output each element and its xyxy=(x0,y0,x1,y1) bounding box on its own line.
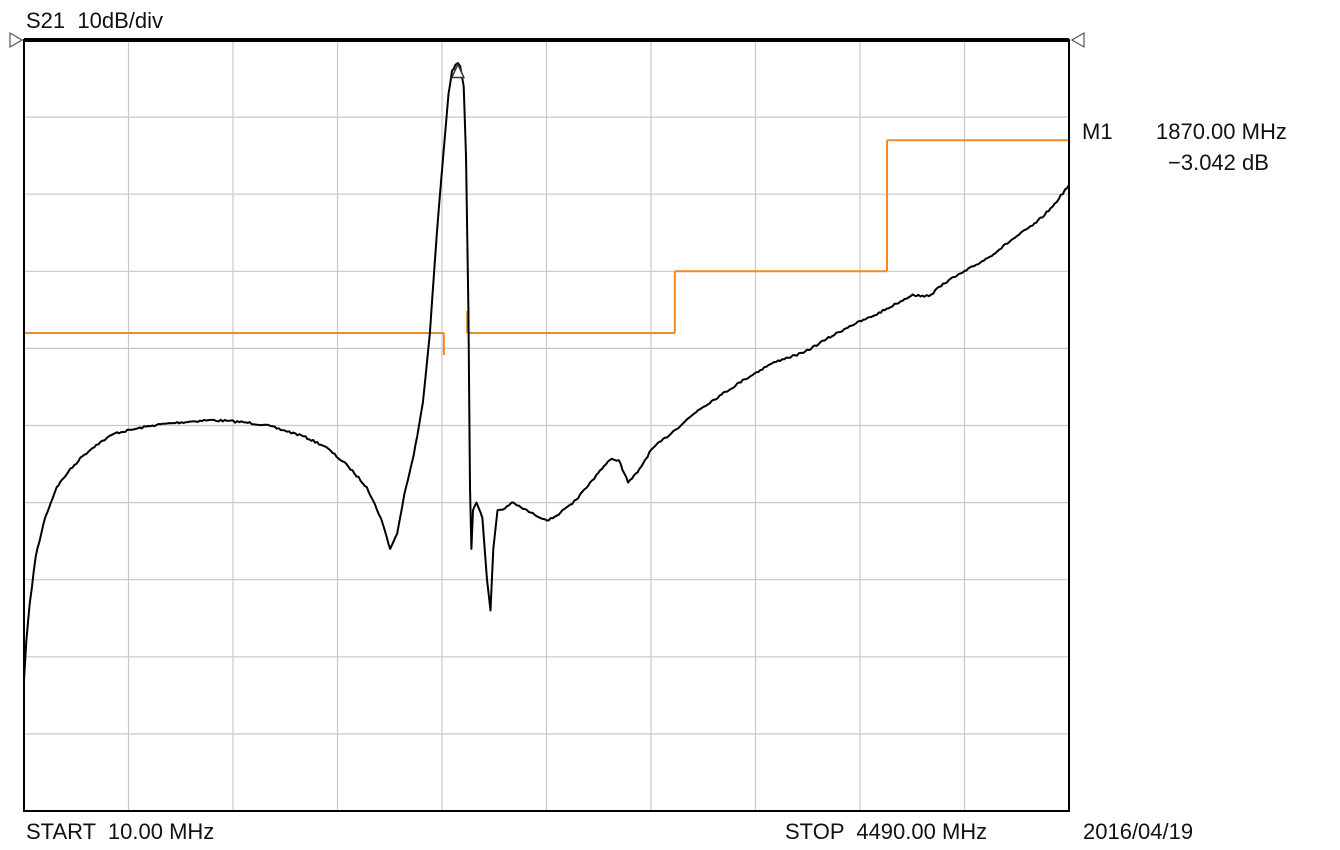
s21-trace xyxy=(24,62,1069,680)
marker-value-readout: −3.042 dB xyxy=(1168,150,1269,175)
marker-frequency-readout: 1870.00 MHz xyxy=(1156,119,1287,144)
marker-name-label: M1 xyxy=(1082,119,1113,144)
date-label: 2016/04/19 xyxy=(1083,819,1194,844)
reference-right-arrow xyxy=(1070,31,1085,49)
reference-left-arrow xyxy=(9,31,24,49)
start-frequency-label: START 10.00 MHz xyxy=(26,819,215,844)
trace-group xyxy=(24,62,1069,680)
stop-frequency-label: STOP 4490.00 MHz xyxy=(785,819,988,844)
marker-triangle xyxy=(450,62,466,79)
marker-layer xyxy=(450,62,466,79)
grid-lines xyxy=(24,40,1069,811)
limit-lines xyxy=(24,139,1069,355)
measurement-title: S21 10dB/div xyxy=(26,8,163,33)
